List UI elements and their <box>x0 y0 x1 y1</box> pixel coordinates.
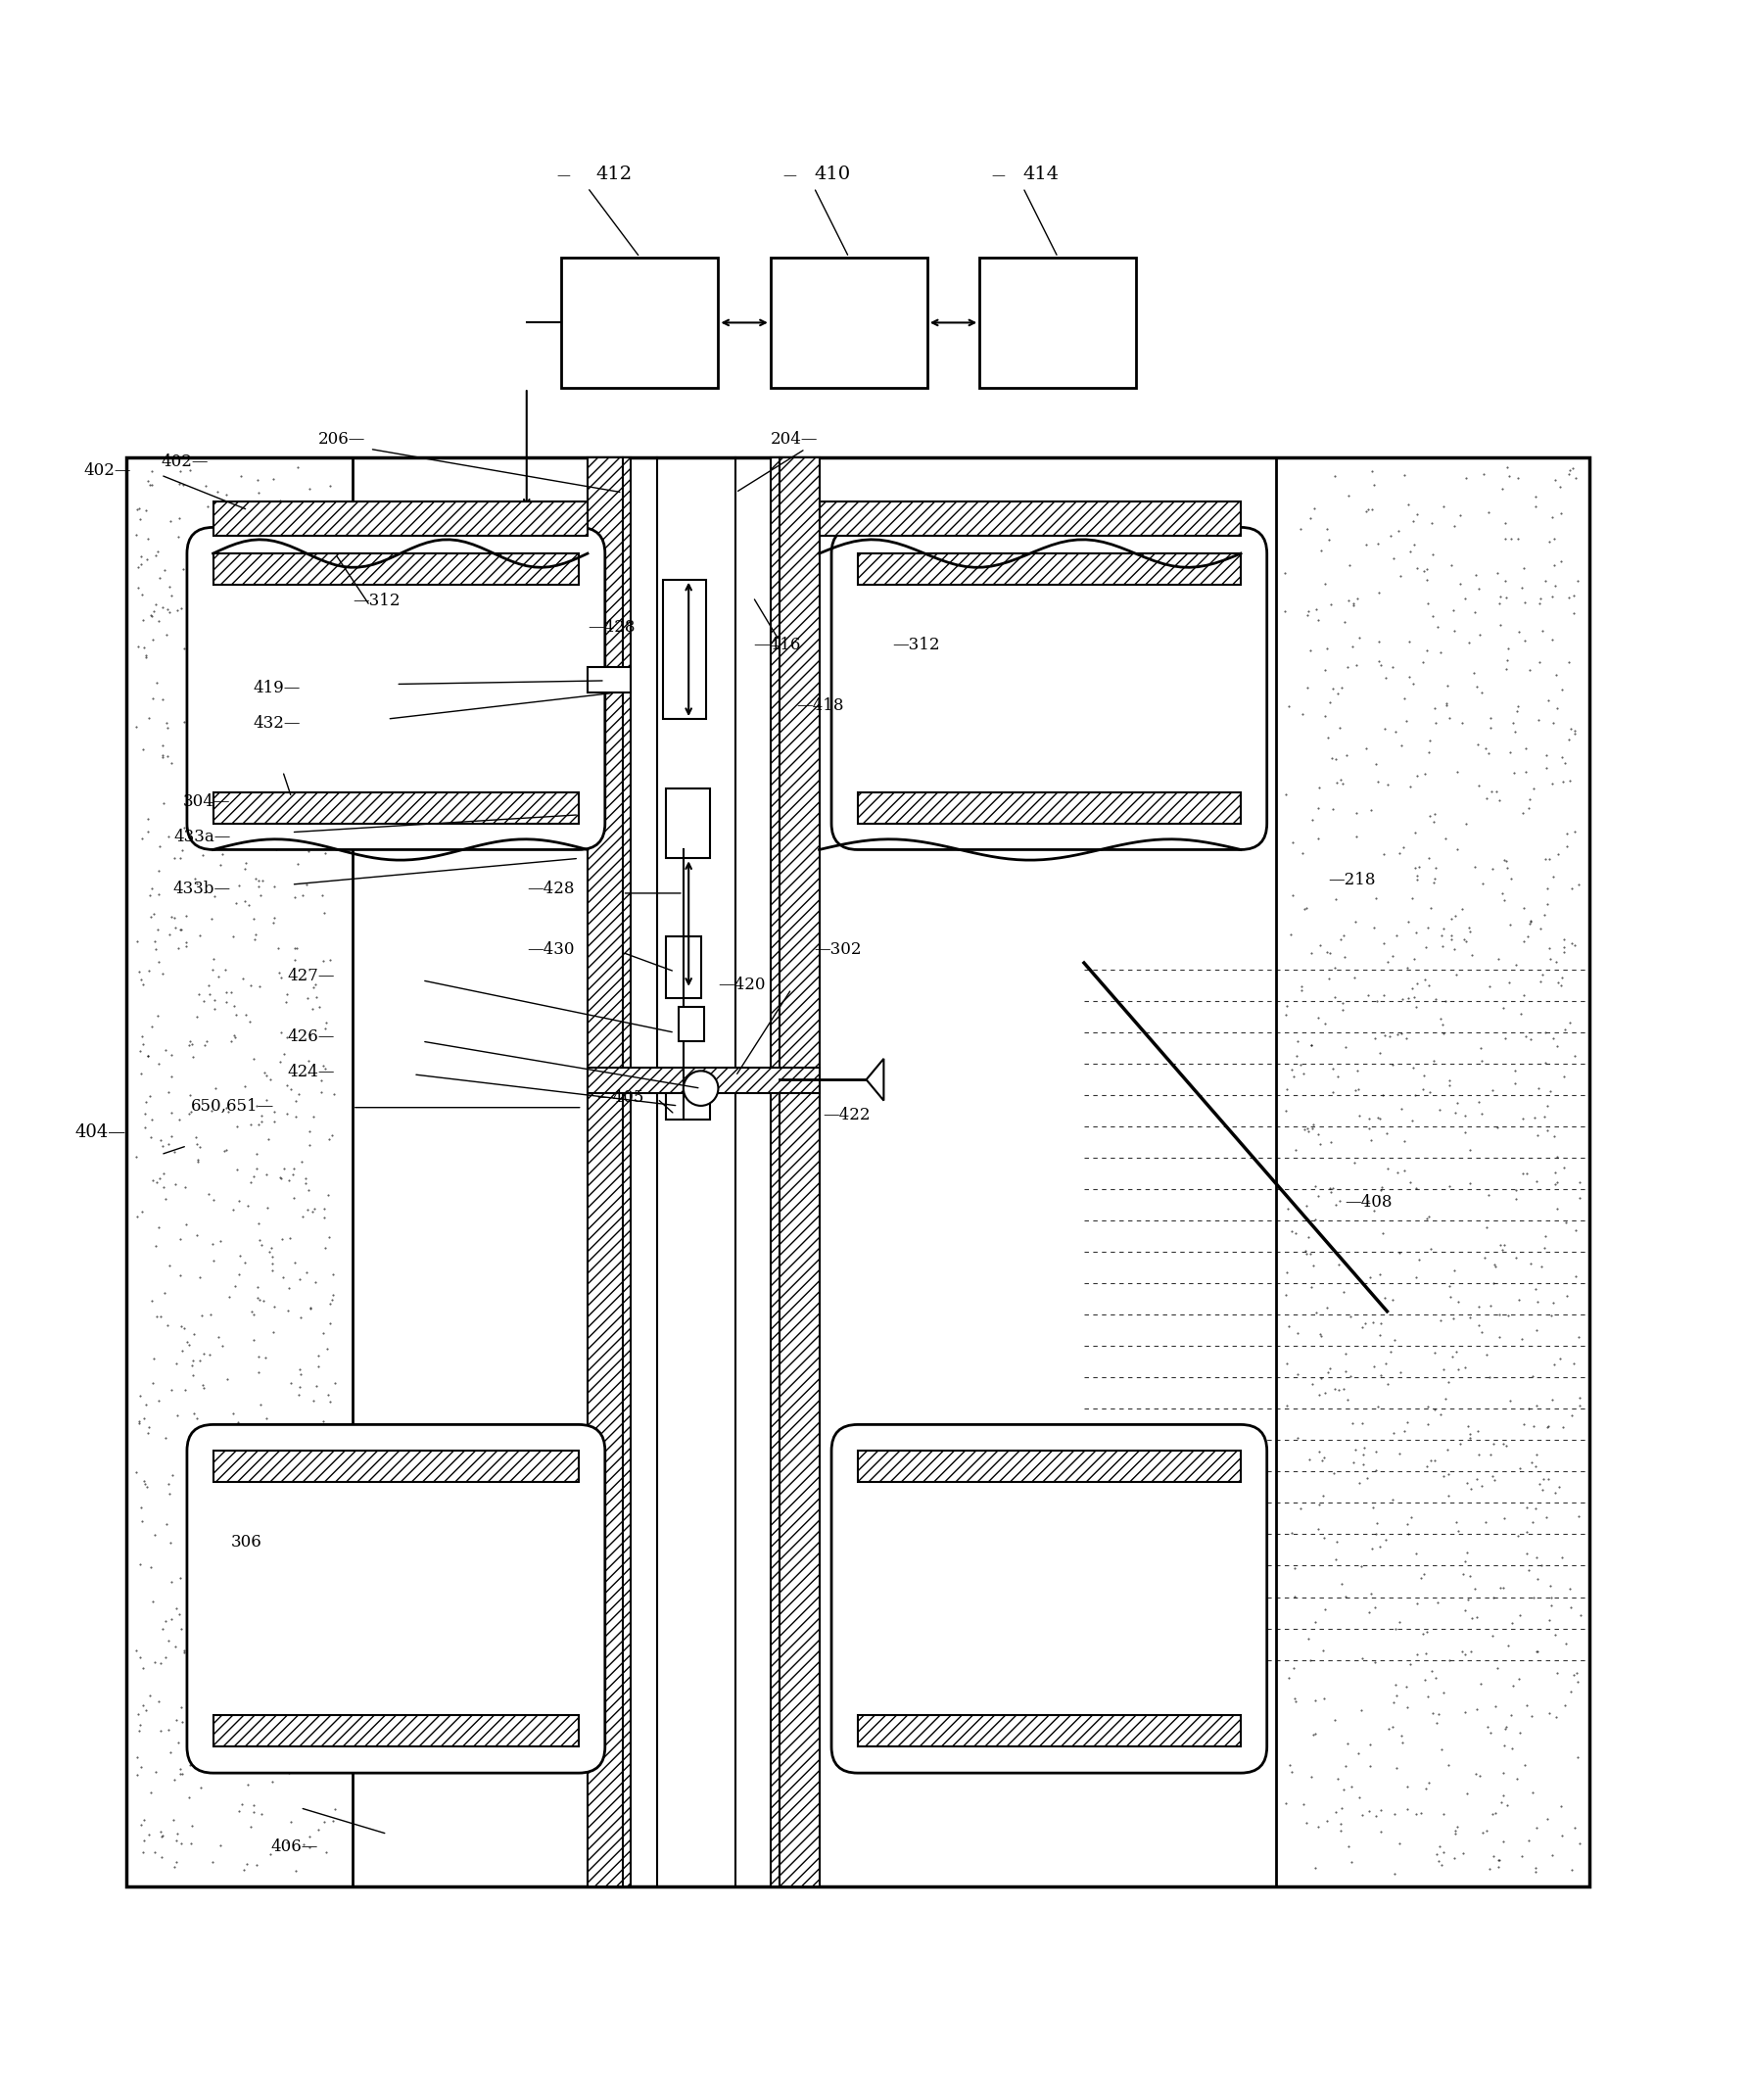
Bar <box>588 1067 819 1094</box>
Text: —: — <box>992 168 1004 183</box>
Polygon shape <box>866 1058 884 1100</box>
Text: —: — <box>782 168 796 183</box>
Text: —405: —405 <box>597 1090 644 1107</box>
Text: —428: —428 <box>527 880 574 897</box>
Bar <box>770 458 819 1886</box>
FancyBboxPatch shape <box>187 527 605 850</box>
Bar <box>667 790 709 859</box>
FancyBboxPatch shape <box>187 1424 605 1772</box>
Bar <box>858 1451 1241 1483</box>
Text: —420: —420 <box>717 976 766 993</box>
Text: 304—: 304— <box>184 794 231 811</box>
Text: 306: 306 <box>231 1533 261 1550</box>
Text: 427—: 427— <box>287 968 334 985</box>
Bar <box>213 554 579 584</box>
Text: —418: —418 <box>796 697 843 714</box>
Text: 432—: 432— <box>252 714 301 731</box>
Text: 414: 414 <box>1024 166 1059 183</box>
Bar <box>126 458 1589 1886</box>
Bar <box>770 258 928 388</box>
Bar <box>667 937 700 998</box>
Bar <box>980 258 1136 388</box>
Bar <box>562 258 718 388</box>
Text: 404—: 404— <box>75 1124 126 1140</box>
Text: 419—: 419— <box>252 680 301 697</box>
Bar <box>858 1716 1241 1747</box>
Text: 402—: 402— <box>84 462 131 479</box>
Bar <box>819 502 1241 536</box>
Bar <box>1276 458 1589 1886</box>
Circle shape <box>684 1071 717 1107</box>
Text: 206—: 206— <box>317 430 366 447</box>
Text: 650,651—: 650,651— <box>191 1098 275 1115</box>
Bar <box>213 1716 579 1747</box>
Text: —312: —312 <box>892 636 940 653</box>
Bar <box>679 1006 704 1042</box>
Text: —428: —428 <box>588 620 635 636</box>
Bar <box>858 792 1241 823</box>
Bar <box>667 1094 709 1119</box>
Text: 433b—: 433b— <box>173 880 231 897</box>
Text: —408: —408 <box>1346 1195 1393 1212</box>
Text: —218: —218 <box>1328 872 1376 888</box>
Text: —: — <box>556 168 570 183</box>
Text: 433a—: 433a— <box>173 827 231 844</box>
Bar <box>213 792 579 823</box>
Text: —312: —312 <box>352 592 401 609</box>
Bar <box>213 1451 579 1483</box>
Bar <box>126 458 352 1886</box>
Text: 406—: 406— <box>269 1840 317 1854</box>
Text: 204—: 204— <box>770 430 817 447</box>
FancyBboxPatch shape <box>831 1424 1267 1772</box>
Text: 412: 412 <box>597 166 634 183</box>
Text: 410: 410 <box>814 166 850 183</box>
FancyBboxPatch shape <box>831 527 1267 850</box>
Bar <box>858 554 1241 584</box>
Bar <box>588 666 632 693</box>
Bar <box>213 502 588 536</box>
Text: —302: —302 <box>814 941 861 958</box>
Text: —422: —422 <box>822 1107 870 1124</box>
Text: 426—: 426— <box>287 1029 334 1046</box>
Bar <box>663 580 705 718</box>
Text: 424—: 424— <box>287 1063 334 1079</box>
Text: —430: —430 <box>527 941 574 958</box>
Text: —416: —416 <box>752 636 800 653</box>
Text: 402—: 402— <box>161 454 208 470</box>
Bar <box>588 458 632 1886</box>
